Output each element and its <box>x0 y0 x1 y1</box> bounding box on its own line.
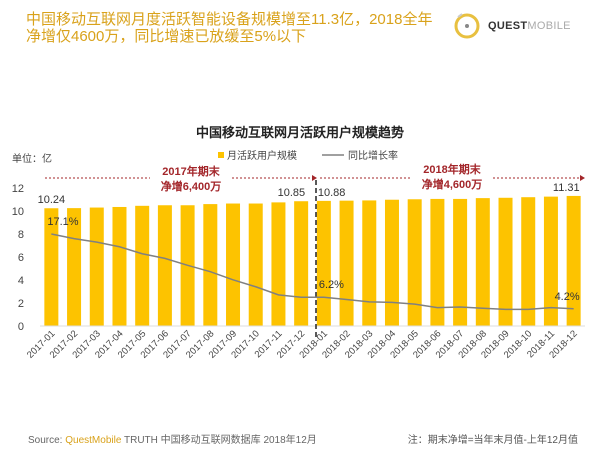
bar <box>475 198 490 326</box>
y-axis: 0 2 4 6 8 10 12 <box>12 183 24 333</box>
annotation-text: 净增4,600万 <box>422 177 483 191</box>
y-tick-label: 12 <box>12 183 24 195</box>
y-tick-label: 0 <box>18 321 24 333</box>
bar <box>543 196 558 326</box>
annotation-2017: 2017年期末 净增6,400万 <box>45 164 317 193</box>
annotation-text: 2017年期末 <box>162 164 220 178</box>
bar <box>271 202 286 326</box>
bar <box>248 203 263 326</box>
source: Source: QuestMobile TRUTH 中国移动互联网数据库 201… <box>28 431 317 446</box>
legend: 月活跃用户规模 同比增长率 <box>218 149 398 162</box>
x-axis: 2017-012017-022017-032017-042017-052017-… <box>25 328 580 360</box>
bar <box>498 197 513 326</box>
bar <box>157 205 172 326</box>
bar <box>203 204 218 326</box>
questmobile-logo-icon <box>454 13 480 39</box>
bar-value-label: 11.31 <box>553 182 580 194</box>
y-tick-label: 4 <box>18 275 24 287</box>
chart-title: 中国移动互联网月活跃用户规模趋势 <box>196 125 404 140</box>
bar <box>89 207 104 326</box>
unit-label: 单位：亿 <box>12 152 52 165</box>
bar <box>566 195 581 326</box>
line-value-label: 17.1% <box>47 216 78 228</box>
bars <box>44 195 581 326</box>
legend-line-label: 同比增长率 <box>348 149 398 162</box>
data-labels: 10.24 10.85 10.88 11.31 17.1% 6.2% 4.2% <box>38 182 580 303</box>
bar-value-label: 10.88 <box>318 187 346 199</box>
bar-value-label: 10.24 <box>38 194 66 206</box>
y-tick-label: 2 <box>18 298 24 310</box>
headline: 中国移动互联网月度活跃智能设备规模增至11.3亿，2018全年净增仅4600万，… <box>26 11 433 45</box>
bar <box>44 208 59 326</box>
bar <box>135 205 150 326</box>
bar <box>294 201 309 326</box>
growth-line <box>51 233 574 311</box>
bar <box>112 206 127 326</box>
bar <box>226 203 241 326</box>
annotation-2018: 2018年期末 净增4,600万 <box>320 162 585 191</box>
logo-text: QUESTMOBILE <box>488 20 571 32</box>
bar <box>384 199 399 326</box>
arrow-icon <box>312 175 317 181</box>
annotation-text: 2018年期末 <box>423 162 481 176</box>
bar-value-label: 10.85 <box>278 187 306 199</box>
legend-bar-label: 月活跃用户规模 <box>227 149 297 162</box>
bar <box>407 199 422 326</box>
bar <box>316 200 331 326</box>
footnote: 注：期末净增=当年末月值-上年12月值 <box>407 435 578 446</box>
source-brand: QuestMobile <box>65 435 122 446</box>
y-tick-label: 10 <box>12 206 24 218</box>
arrow-icon <box>580 175 585 181</box>
source-prefix: Source: <box>28 435 63 446</box>
questmobile-logo: QUESTMOBILE <box>452 11 571 41</box>
bar <box>362 200 377 326</box>
bar <box>430 198 445 326</box>
y-tick-label: 6 <box>18 252 24 264</box>
y-tick-label: 8 <box>18 229 24 241</box>
chart: 中国移动互联网月活跃用户规模趋势 单位：亿 月活跃用户规模 同比增长率 0 2 4 6… <box>12 125 585 361</box>
bar <box>521 197 536 326</box>
line-value-label: 4.2% <box>555 291 580 303</box>
growth-line-path <box>51 233 574 311</box>
legend-bar-swatch <box>218 152 224 158</box>
bar <box>339 200 354 326</box>
line-value-label: 6.2% <box>319 279 344 291</box>
source-text: TRUTH 中国移动互联网数据库 2018年12月 <box>124 435 317 446</box>
bar <box>453 198 468 326</box>
annotation-text: 净增6,400万 <box>161 179 222 193</box>
